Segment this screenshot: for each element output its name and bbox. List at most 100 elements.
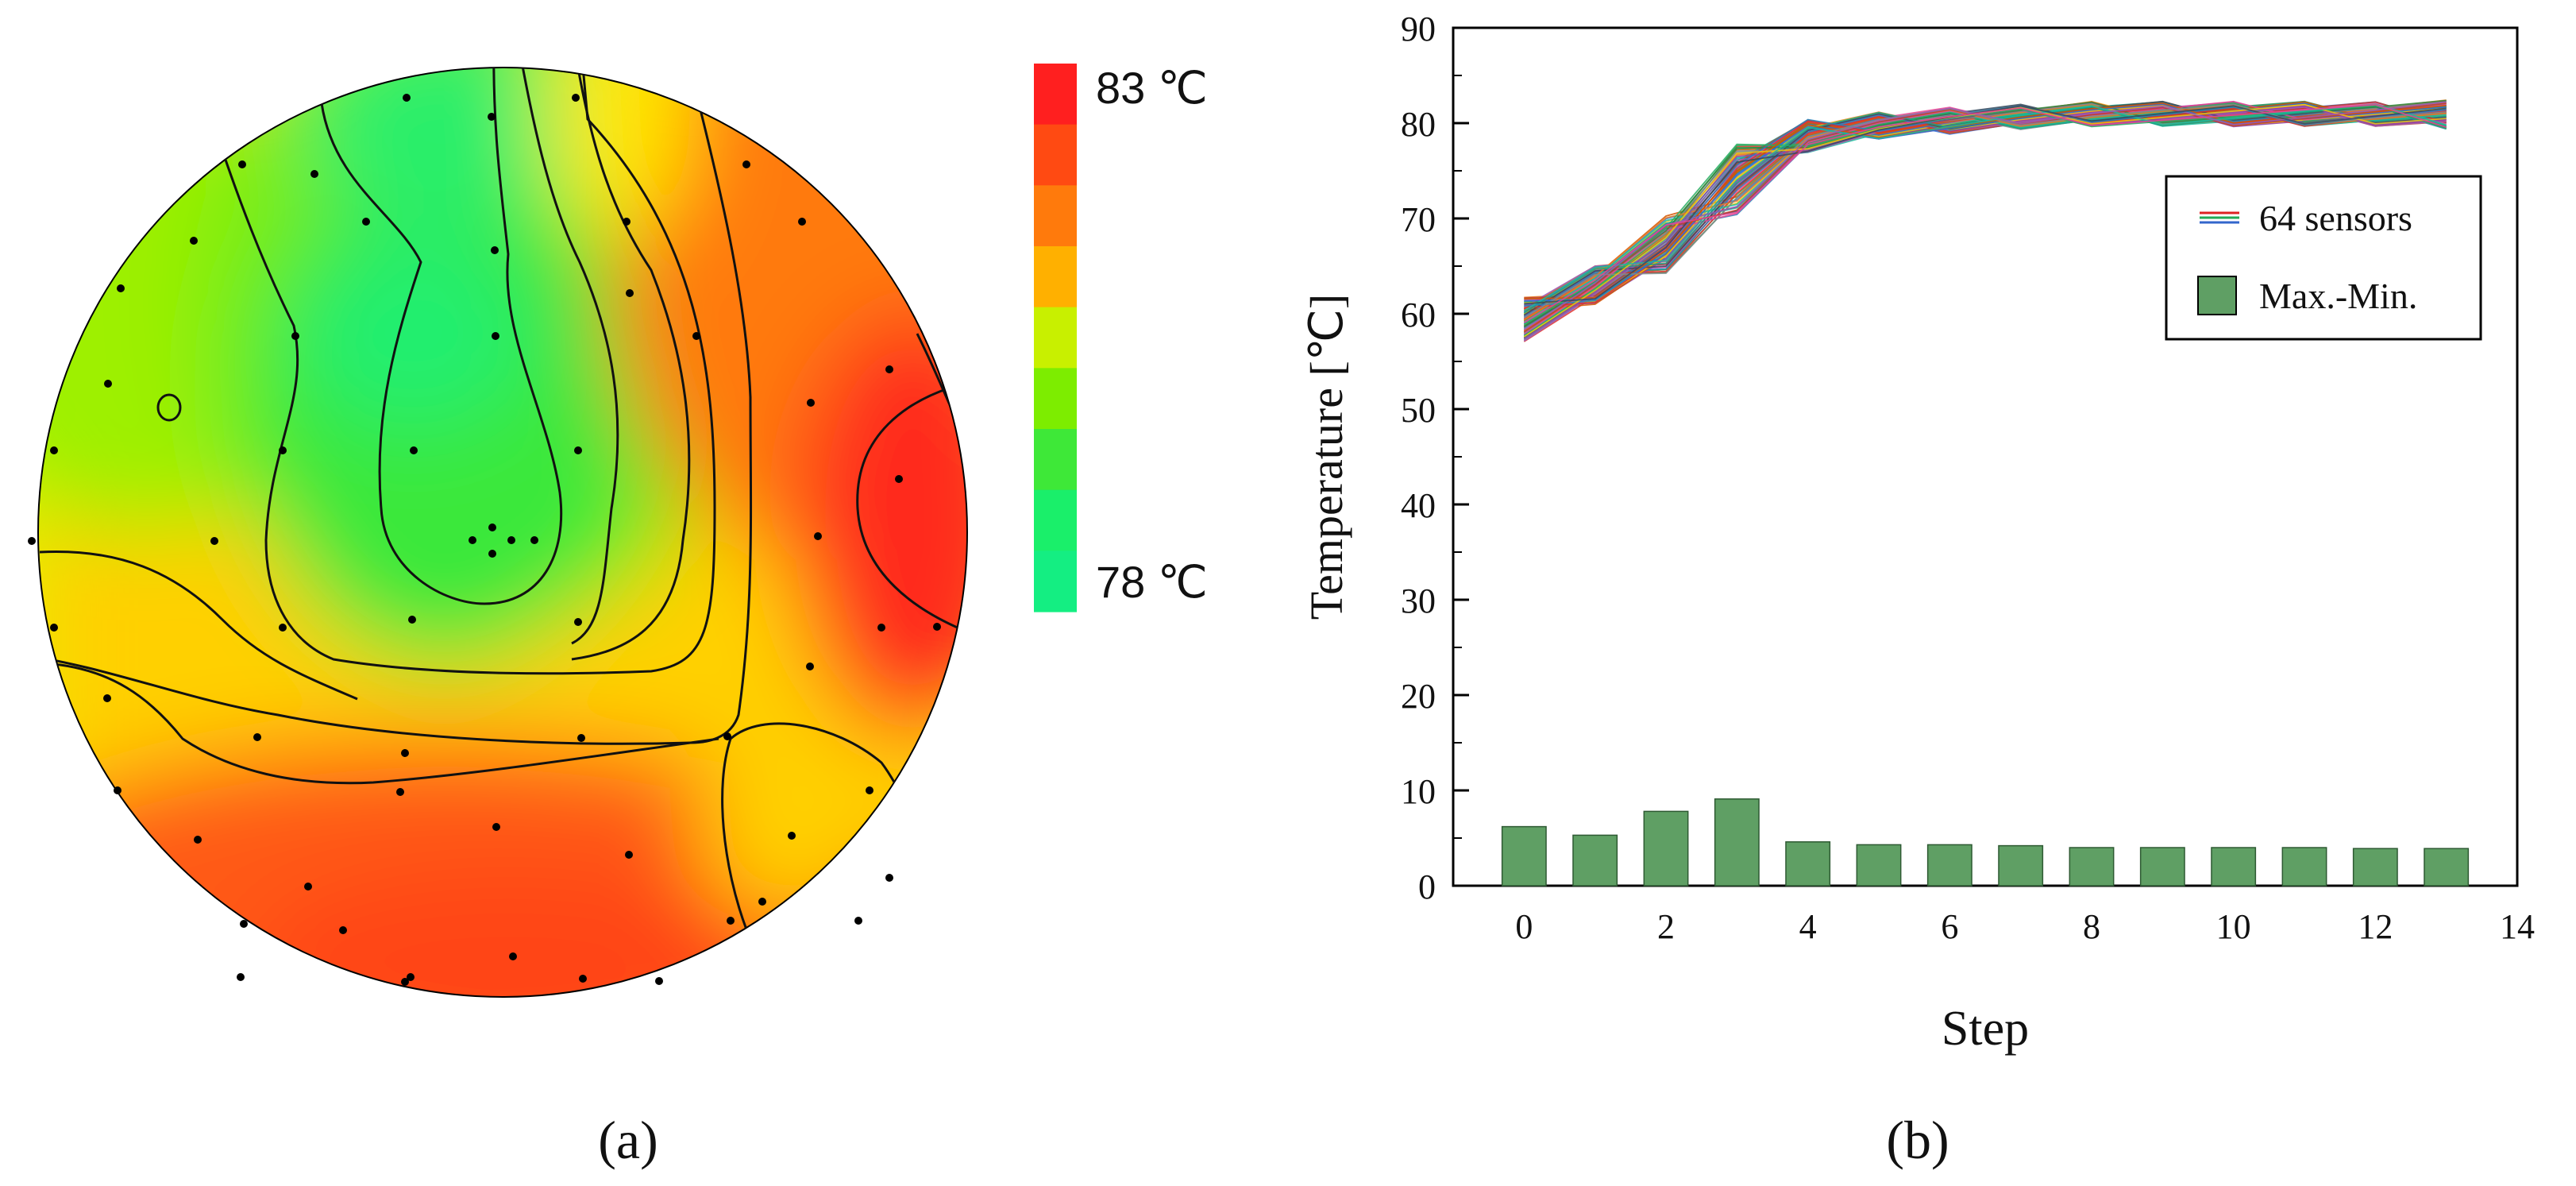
y-tick-label: 90 [1401,10,1436,48]
sensor-dot [814,532,822,540]
contour-line [570,68,691,661]
sensor-dot [798,218,806,226]
sensor-dot [723,732,731,740]
sensor-dot [396,788,404,796]
range-bar [1926,844,1972,887]
range-bar [2281,847,2327,887]
legend: 64 sensors Max.-Min. [2165,175,2482,341]
contour-line [39,550,358,701]
sensor-dot [574,446,582,454]
colorbar-segment [1034,246,1077,308]
sensor-dot [509,952,517,960]
y-tick-label: 50 [1401,391,1436,430]
contour-line [43,662,719,785]
sensor-dot [291,332,299,340]
sensor-dot [885,874,893,882]
legend-sensors-swatch [2200,211,2239,224]
sensor-dot [488,523,496,531]
sensor-lines [1523,99,2447,342]
sensor-dot [28,537,36,545]
sensor-dot [579,975,587,983]
sensor-dot [758,898,766,906]
sensor-dot [488,550,496,558]
x-tick-label: 6 [1941,907,1958,946]
sensor-dot [488,113,496,121]
sensor-dot [210,537,218,545]
sensor-dot [692,332,700,340]
sensor-dot [237,973,245,981]
y-axis: 0 10 20 30 40 50 60 70 80 90 [1401,10,1469,906]
colorbar-segment [1034,307,1077,369]
colorbar-segment [1034,489,1077,551]
sensor-dot [279,624,287,632]
contour-line [856,380,967,637]
sensor-dot [279,446,287,454]
sensor-dot [238,160,246,168]
colorbar-segment [1034,429,1077,491]
range-bar [1998,844,2044,887]
range-bar [2424,848,2470,887]
x-axis-title: Step [1942,1002,2029,1056]
sensor-dot [854,917,862,925]
y-tick-label: 30 [1401,581,1436,620]
sensor-line [1523,101,2447,330]
colorbar-min-label: 78 ℃ [1096,557,1208,607]
sensor-dot [866,786,873,794]
plot-frame [1452,26,2519,887]
colorbar-segment [1034,124,1077,186]
contour-line [320,68,563,605]
sensor-dot [410,446,418,454]
sensor-dot [362,218,370,226]
sensor-line [1523,103,2447,323]
colorbar-max-label: 83 ℃ [1096,63,1208,113]
colorbar-segment [1034,64,1077,126]
sensor-dot [572,94,580,102]
colorbar-segment [1034,368,1077,430]
y-tick-label: 60 [1401,296,1436,334]
sensor-dot [655,977,663,985]
sensor-dot [104,380,112,388]
sensor-dot [240,920,248,928]
sensor-dot [403,94,411,102]
sensor-dot [491,246,499,254]
sensor-points [28,94,941,986]
range-bar [1714,798,1760,887]
sensor-dot [895,475,903,483]
x-tick-label: 12 [2358,907,2393,946]
panel-a-label: (a) [598,1110,657,1170]
line-bar-chart: 0 10 20 30 40 50 60 70 80 90 0 2 4 6 8 10 12 14 Step Tem… [1301,10,2535,1056]
map-boundary [37,67,968,998]
sensor-dot [877,624,885,632]
y-tick-label: 20 [1401,677,1436,716]
sensor-dot [407,973,415,981]
y-tick-label: 70 [1401,200,1436,239]
sensor-dot [492,332,499,340]
range-bar [1572,834,1618,887]
sensor-dot [933,623,941,631]
contour-map [28,67,968,998]
sensor-dot [625,851,633,859]
range-bar [1643,810,1689,887]
x-tick-label: 4 [1799,907,1817,946]
range-bar [2139,847,2185,887]
sensor-dot [492,823,500,831]
y-tick-label: 80 [1401,105,1436,144]
sensor-dot [469,536,476,544]
sensor-dot [194,836,202,844]
x-tick-label: 2 [1657,907,1675,946]
sensor-dot [623,218,631,226]
x-tick-label: 8 [2083,907,2100,946]
sensor-dot [339,926,347,934]
sensor-dot [806,663,814,670]
sensor-dot [626,289,634,297]
sensor-dot [190,237,198,245]
range-bar [2352,848,2398,887]
sensor-dot [577,734,585,742]
y-axis-title: Temperature [℃] [1301,294,1352,620]
contour-lines [38,68,967,930]
legend-sensors-label: 64 sensors [2259,198,2412,238]
legend-bar-swatch [2197,276,2237,315]
sensor-dot [807,399,815,407]
y-tick-label: 0 [1418,867,1436,906]
sensor-dot [507,536,515,544]
